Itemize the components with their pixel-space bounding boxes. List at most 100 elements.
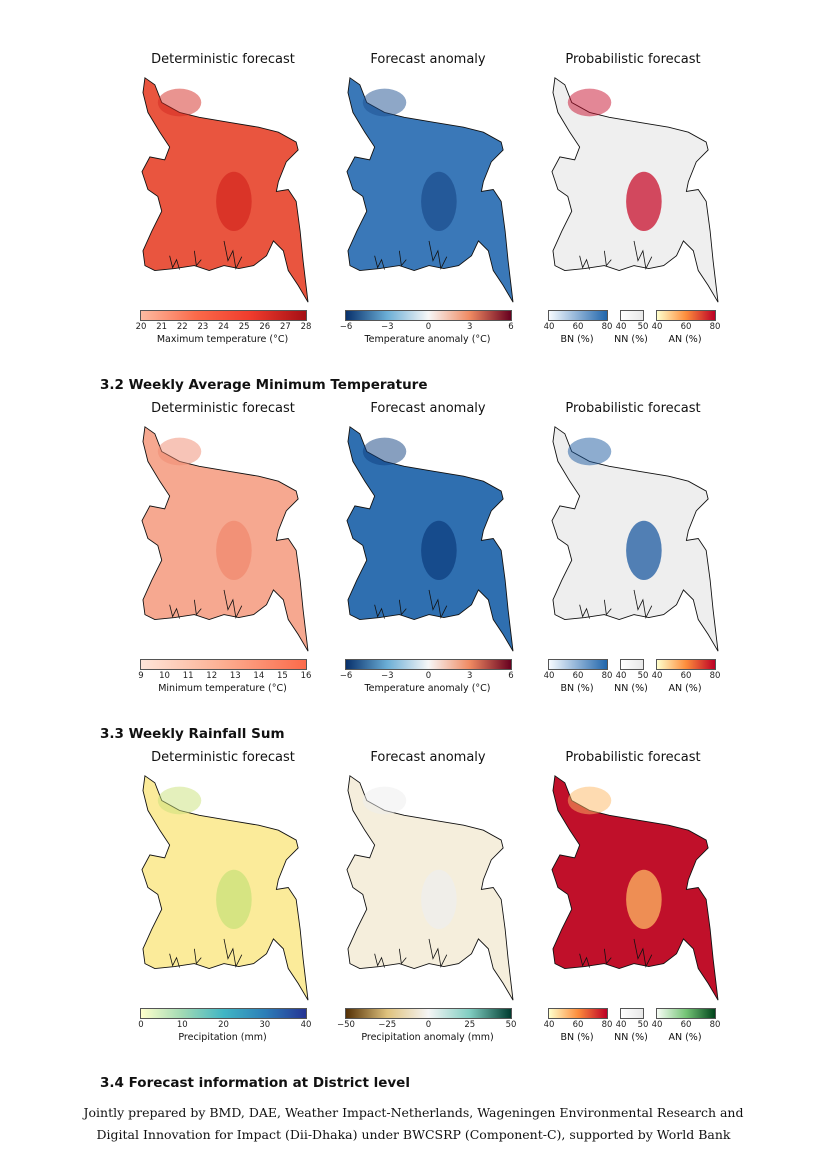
tick-label: 50 (637, 322, 649, 332)
forecast-row: Deterministic forecast 20 21 22 23 24 25 26 27 28… (0, 52, 827, 400)
tick-label: 80 (601, 671, 613, 681)
map-panel: Deterministic forecast 9 10 11 12 13 14 15 16 Min… (128, 401, 318, 709)
tick-label: 6 (508, 322, 514, 332)
tick-label: 60 (680, 1020, 692, 1030)
an-colorbar-bar (656, 1008, 716, 1019)
tick-label: 60 (680, 671, 692, 681)
map-region (567, 786, 612, 815)
panel-title: Deterministic forecast (151, 750, 295, 765)
tick-label: −50 (337, 1020, 355, 1030)
an-colorbar-bar (656, 310, 716, 321)
tick-label: 40 (615, 1020, 627, 1030)
bangladesh-map (346, 775, 514, 1001)
tick-label: 40 (615, 322, 627, 332)
colorbar-bar (345, 310, 512, 321)
coastline (374, 938, 448, 968)
colorbar-bar (140, 310, 307, 321)
tick-label: 14 (253, 671, 265, 681)
colorbar-bar (140, 1008, 307, 1019)
coastline (579, 589, 653, 619)
tick-label: 3 (467, 671, 473, 681)
tick-label: 13 (229, 671, 241, 681)
tick-label: 28 (300, 322, 312, 332)
bn-colorbar-label: BN (%) (560, 1032, 594, 1043)
colorbar-bar (345, 1008, 512, 1019)
map-region (626, 520, 662, 581)
footer: Jointly prepared by BMD, DAE, Weather Im… (0, 1102, 827, 1146)
tick-label: 40 (543, 671, 555, 681)
bangladesh-map (141, 426, 309, 652)
colorbar-label: Temperature anomaly (°C) (364, 683, 491, 694)
colorbar-bar (345, 659, 512, 670)
bn-colorbar-bar (548, 659, 608, 670)
panel-title: Forecast anomaly (370, 52, 486, 67)
tick-label: 11 (182, 671, 194, 681)
map-panel: Deterministic forecast 0 10 20 30 40 Precipita… (128, 750, 318, 1058)
map-region (157, 786, 202, 815)
tick-label: 10 (159, 671, 170, 681)
tick-label: 50 (505, 1020, 517, 1030)
tick-label: 40 (300, 1020, 312, 1030)
map-region (567, 437, 612, 466)
tick-label: 80 (601, 1020, 613, 1030)
forecast-row: Deterministic forecast 0 10 20 30 40 Precipita… (0, 750, 827, 1098)
bangladesh-map (551, 77, 719, 303)
bn-colorbar-bar (548, 310, 608, 321)
bangladesh-map (551, 426, 719, 652)
tick-label: 6 (508, 671, 514, 681)
colorbar: 40 60 80 BN (%) 40 50 NN (%) 40 60 80 AN (%) (538, 1008, 728, 1058)
bangladesh-map (346, 426, 514, 652)
colorbar-label: Minimum temperature (°C) (158, 683, 287, 694)
map-region (157, 437, 202, 466)
colorbar: 0 10 20 30 40 Precipitation (mm) (128, 1008, 318, 1058)
an-colorbar-label: AN (%) (668, 334, 702, 345)
bn-colorbar-bar (548, 1008, 608, 1019)
tick-label: −3 (380, 322, 394, 332)
bn-colorbar-label: BN (%) (560, 683, 594, 694)
panel-title: Forecast anomaly (370, 401, 486, 416)
tick-label: 21 (156, 322, 168, 332)
map-region (216, 869, 252, 930)
tick-label: 0 (138, 1020, 144, 1030)
tick-label: −6 (339, 322, 353, 332)
colorbar-bar (140, 659, 307, 670)
tick-label: 80 (601, 322, 613, 332)
an-colorbar-label: AN (%) (668, 1032, 702, 1043)
bangladesh-map (551, 775, 719, 1001)
colorbar: 40 60 80 BN (%) 40 50 NN (%) 40 60 80 AN (%) (538, 659, 728, 709)
nn-colorbar-bar (620, 310, 644, 321)
coastline (374, 589, 448, 619)
colorbar-label: Precipitation anomaly (mm) (361, 1032, 494, 1043)
map-region (216, 520, 252, 581)
map-region (362, 437, 407, 466)
tick-label: 20 (135, 322, 147, 332)
panel-title: Forecast anomaly (370, 750, 486, 765)
colorbar-label: Maximum temperature (°C) (156, 334, 289, 345)
tick-label: 25 (238, 322, 250, 332)
coastline (169, 589, 243, 619)
footer-line-2: Digital Innovation for Impact (Dii-Dhaka… (96, 1127, 731, 1142)
section-heading: 3.3 Weekly Rainfall Sum (100, 726, 285, 742)
bangladesh-map (141, 77, 309, 303)
nn-colorbar-bar (620, 1008, 644, 1019)
tick-label: 25 (464, 1020, 476, 1030)
tick-label: 27 (279, 322, 291, 332)
tick-label: 50 (637, 1020, 649, 1030)
panel-title: Probabilistic forecast (565, 750, 701, 765)
nn-colorbar-label: NN (%) (614, 1032, 648, 1043)
colorbar: 9 10 11 12 13 14 15 16 Minimum temperature (°C) (128, 659, 318, 709)
map-panel: Deterministic forecast 20 21 22 23 24 25 26 27 28… (128, 52, 318, 360)
tick-label: 40 (543, 322, 555, 332)
tick-label: 24 (218, 322, 229, 332)
tick-label: 30 (259, 1020, 271, 1030)
tick-label: 10 (176, 1020, 188, 1030)
coastline (169, 240, 243, 270)
map-region (626, 869, 662, 930)
coastline (374, 240, 448, 270)
nn-colorbar-bar (620, 659, 644, 670)
tick-label: −3 (380, 671, 394, 681)
tick-label: 40 (651, 671, 663, 681)
tick-label: 40 (543, 1020, 555, 1030)
tick-label: 22 (176, 322, 188, 332)
